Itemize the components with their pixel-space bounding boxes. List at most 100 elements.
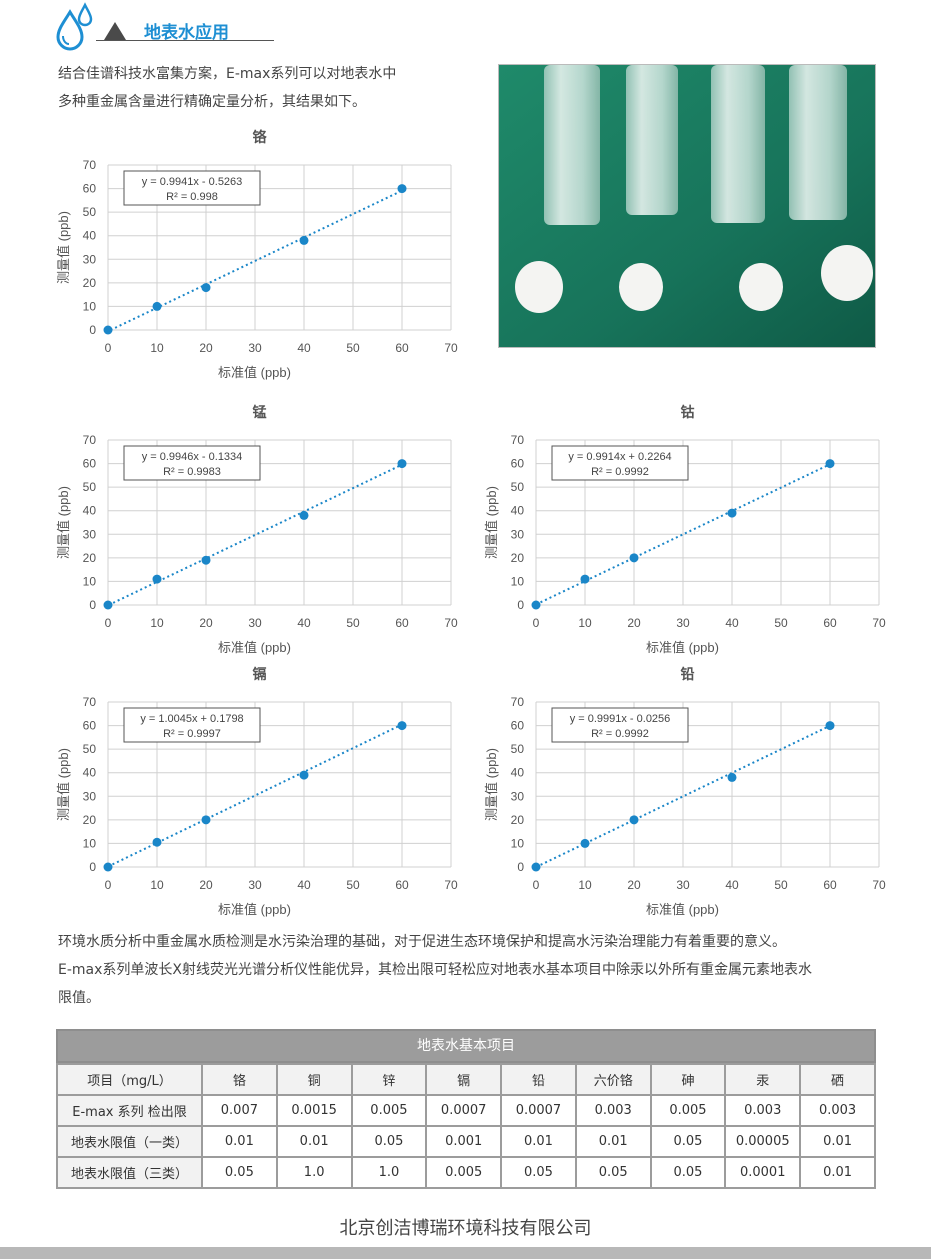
x-tick-label: 70 xyxy=(444,878,458,892)
company-name: 北京创洁博瑞环境科技有限公司 xyxy=(339,1218,592,1239)
y-tick-label: 40 xyxy=(83,766,97,780)
table-cell: 0.05 xyxy=(649,1156,727,1189)
table-cell: 0.003 xyxy=(724,1094,802,1127)
y-tick-label: 40 xyxy=(83,504,97,518)
table-cell: 0.01 xyxy=(500,1125,577,1158)
y-tick-label: 60 xyxy=(511,719,525,733)
table-cell: 0.001 xyxy=(425,1125,503,1158)
table-cell: 0.01 xyxy=(201,1125,278,1158)
equation-box xyxy=(123,170,261,206)
table-cell: 0.05 xyxy=(350,1125,428,1158)
data-point xyxy=(629,815,639,825)
table-cell: 0.005 xyxy=(350,1094,428,1127)
description-paragraph: 环境水质分析中重金属水质检测是水污染治理的基础，对于促进生态环境保护和提高水污染… xyxy=(58,928,878,1012)
y-tick-label: 30 xyxy=(83,789,97,803)
table-cell: 0.00005 xyxy=(724,1125,802,1158)
y-tick-label: 10 xyxy=(511,836,525,850)
x-tick-label: 40 xyxy=(725,616,739,630)
y-tick-label: 10 xyxy=(83,574,97,588)
x-tick-label: 70 xyxy=(872,878,886,892)
y-tick-label: 40 xyxy=(511,504,525,518)
table-row-label: 地表水限值（三类） xyxy=(56,1156,203,1189)
equation-box xyxy=(551,707,689,743)
y-tick-label: 20 xyxy=(83,813,97,827)
x-tick-label: 60 xyxy=(395,341,409,355)
chart-title: 铅 xyxy=(680,666,695,682)
x-tick-label: 50 xyxy=(774,878,788,892)
paragraph-line: E-max系列单波长X射线荧光光谱分析仪性能优异，其检出限可轻松应对地表水基本项… xyxy=(58,962,812,978)
y-tick-label: 0 xyxy=(517,860,524,874)
y-tick-label: 10 xyxy=(511,574,525,588)
table-row-label: 地表水限值（一类） xyxy=(56,1125,203,1158)
table-cell: 0.01 xyxy=(574,1125,652,1158)
equation-label: y = 0.9914x + 0.2264 xyxy=(568,451,671,463)
y-tick-label: 60 xyxy=(83,182,97,196)
table-cell: 0.003 xyxy=(799,1094,876,1127)
water-drop-icon xyxy=(56,2,93,51)
y-tick-label: 50 xyxy=(83,742,97,756)
data-point xyxy=(727,508,737,518)
sample-bottles-photo xyxy=(498,64,876,348)
y-tick-label: 30 xyxy=(83,252,97,266)
x-tick-label: 40 xyxy=(297,616,311,630)
x-tick-label: 40 xyxy=(297,341,311,355)
y-tick-label: 20 xyxy=(83,276,97,290)
data-point xyxy=(580,838,590,848)
chart-title: 铬 xyxy=(253,129,268,145)
data-point xyxy=(152,574,162,584)
table-cell: 1.0 xyxy=(275,1156,353,1189)
y-tick-label: 40 xyxy=(83,229,97,243)
x-tick-label: 20 xyxy=(199,341,213,355)
table-cell: 0.005 xyxy=(425,1156,503,1189)
equation-box xyxy=(123,707,261,743)
equation-box xyxy=(551,445,689,481)
table-header-cell: 锌 xyxy=(350,1063,428,1096)
x-tick-label: 40 xyxy=(725,878,739,892)
data-point xyxy=(103,600,113,610)
y-tick-label: 10 xyxy=(83,836,97,850)
y-tick-label: 10 xyxy=(83,299,97,313)
x-tick-label: 20 xyxy=(627,616,641,630)
x-tick-label: 20 xyxy=(627,878,641,892)
data-point xyxy=(152,301,162,311)
x-axis-label: 标准值 (ppb) xyxy=(218,640,291,655)
y-tick-label: 30 xyxy=(83,527,97,541)
equation-label: y = 1.0045x + 0.1798 xyxy=(140,713,243,725)
x-tick-label: 70 xyxy=(444,341,458,355)
x-tick-label: 10 xyxy=(150,341,164,355)
chart-title: 钴 xyxy=(681,404,695,420)
data-table: 项目（mg/L） 铬 铜 锌 镉 铅 六价铬 砷 汞 硒 E-max 系列 检出… xyxy=(56,1063,876,1189)
table-cell: 0.0007 xyxy=(500,1094,577,1127)
y-tick-label: 30 xyxy=(511,789,525,803)
table-cell: 0.01 xyxy=(275,1125,353,1158)
table-cell: 0.007 xyxy=(201,1094,278,1127)
data-point xyxy=(103,325,113,335)
y-tick-label: 20 xyxy=(511,551,525,565)
table-header-cell: 项目（mg/L） xyxy=(56,1063,203,1096)
data-point xyxy=(299,235,309,245)
y-tick-label: 50 xyxy=(83,480,97,494)
y-axis-label: 测量值 (ppb) xyxy=(56,211,71,284)
y-tick-label: 70 xyxy=(83,695,97,709)
r-squared-label: R² = 0.9992 xyxy=(591,728,649,740)
table-cell: 1.0 xyxy=(350,1156,428,1189)
data-point xyxy=(629,553,639,563)
x-tick-label: 30 xyxy=(676,878,690,892)
data-point xyxy=(299,770,309,780)
table-cell: 0.01 xyxy=(799,1125,876,1158)
y-tick-label: 40 xyxy=(511,766,525,780)
y-tick-label: 70 xyxy=(83,158,97,172)
table-header-cell: 铬 xyxy=(201,1063,278,1096)
trendline xyxy=(110,189,403,331)
table-caption: 地表水基本项目 xyxy=(56,1029,876,1063)
r-squared-label: R² = 0.998 xyxy=(166,191,218,203)
y-tick-label: 60 xyxy=(83,719,97,733)
chart-cadmium: 镉 0 10 20 30 40 50 60 70 0 10 20 30 40 50 60 70 标准值 (ppb)… xyxy=(56,666,458,917)
table-cell: 0.05 xyxy=(201,1156,278,1189)
x-tick-label: 10 xyxy=(150,616,164,630)
x-axis-label: 标准值 (ppb) xyxy=(646,902,719,917)
r-squared-label: R² = 0.9997 xyxy=(163,728,221,740)
table-cell: 0.0001 xyxy=(724,1156,802,1189)
x-tick-label: 0 xyxy=(533,616,540,630)
y-tick-label: 20 xyxy=(83,551,97,565)
